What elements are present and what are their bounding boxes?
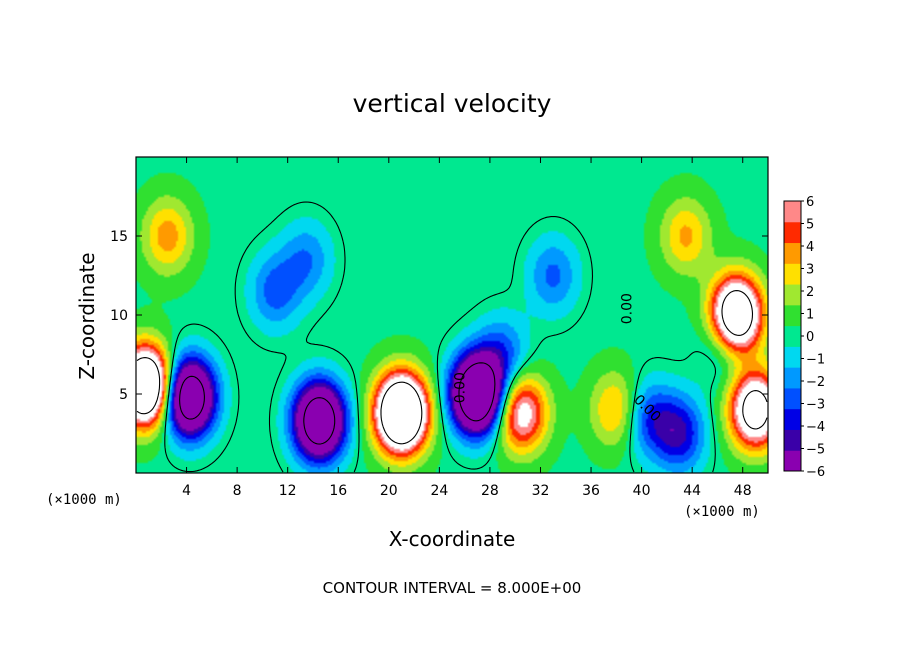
y-tick-label: 15: [110, 229, 128, 245]
contour-label: 0.00: [453, 372, 469, 403]
colorbar-tick-label: 1: [806, 308, 814, 323]
contour-line: [164, 201, 717, 473]
x-tick-label: 20: [380, 483, 398, 499]
x-tick-label: 4: [182, 483, 191, 499]
x-tick-label: 16: [329, 483, 347, 499]
x-tick-label: 36: [582, 483, 600, 499]
heatmap-canvas: [136, 157, 768, 473]
colorbar-segment: [784, 284, 801, 306]
contour-interval-note: CONTOUR INTERVAL = 8.000E+00: [323, 579, 582, 597]
x-unit-label-left: (×1000 m): [46, 492, 122, 508]
colorbar-tick-label: −1: [806, 353, 825, 368]
colorbar-segment: [784, 346, 801, 368]
colorbar-tick-label: −3: [806, 398, 825, 413]
heatmap-field: [136, 157, 768, 473]
x-tick-label: 12: [279, 483, 297, 499]
contour-line: [136, 290, 768, 445]
colorbar-segment: [784, 304, 801, 327]
x-unit-label-right: (×1000 m): [684, 504, 760, 520]
colorbar-tick-label: 3: [806, 263, 814, 278]
colorbar-tick-label: 5: [806, 218, 814, 233]
y-axis: 5 10 15: [110, 229, 768, 403]
colorbar-segment: [784, 325, 801, 347]
y-tick-label: 10: [110, 308, 128, 324]
y-tick-label: 5: [119, 387, 128, 403]
colorbar-segment: [784, 367, 801, 389]
x-tick-label: 48: [734, 483, 752, 499]
contour-label: 0.00: [619, 293, 635, 324]
x-tick-label: 44: [683, 483, 701, 499]
colorbar: 6 5 4 3 2 1 0 −1 −2 −3 −4 −5 −6: [783, 195, 825, 480]
colorbar-segment: [784, 408, 801, 430]
colorbar-tick-label: −5: [806, 443, 825, 458]
plot-area: 0.000.000.00: [135, 156, 769, 474]
colorbar-tick-label: −2: [806, 375, 825, 390]
colorbar-segment: [784, 387, 801, 410]
colorbar-tick-label: 2: [806, 285, 814, 300]
x-tick-label: 24: [430, 483, 448, 499]
x-tick-label: 8: [233, 483, 242, 499]
x-axis: 4 8 12 16 20 24 28 32 36 40 44 48: [182, 157, 752, 499]
colorbar-tick-label: 6: [806, 195, 814, 210]
x-axis-label: X-coordinate: [389, 527, 516, 551]
colorbar-segment: [784, 450, 801, 472]
colorbar-segment: [784, 242, 801, 264]
negative-contour-line: [179, 362, 496, 445]
colorbar-tick-label: 0: [806, 330, 814, 345]
chart-title: vertical velocity: [353, 89, 552, 118]
colorbar-segment: [784, 263, 801, 285]
y-axis-label: Z-coordinate: [75, 252, 99, 379]
colorbar-tick-label: −4: [806, 420, 825, 435]
colorbar-tick-label: −6: [806, 465, 825, 480]
x-tick-label: 40: [633, 483, 651, 499]
colorbar-segment: [784, 221, 801, 244]
colorbar-segment: [784, 201, 801, 223]
zero-contours: 0.000.000.00: [136, 201, 768, 473]
colorbar-segment: [784, 429, 801, 451]
x-tick-label: 32: [532, 483, 550, 499]
colorbar-tick-label: 4: [806, 240, 814, 255]
x-tick-label: 28: [481, 483, 499, 499]
